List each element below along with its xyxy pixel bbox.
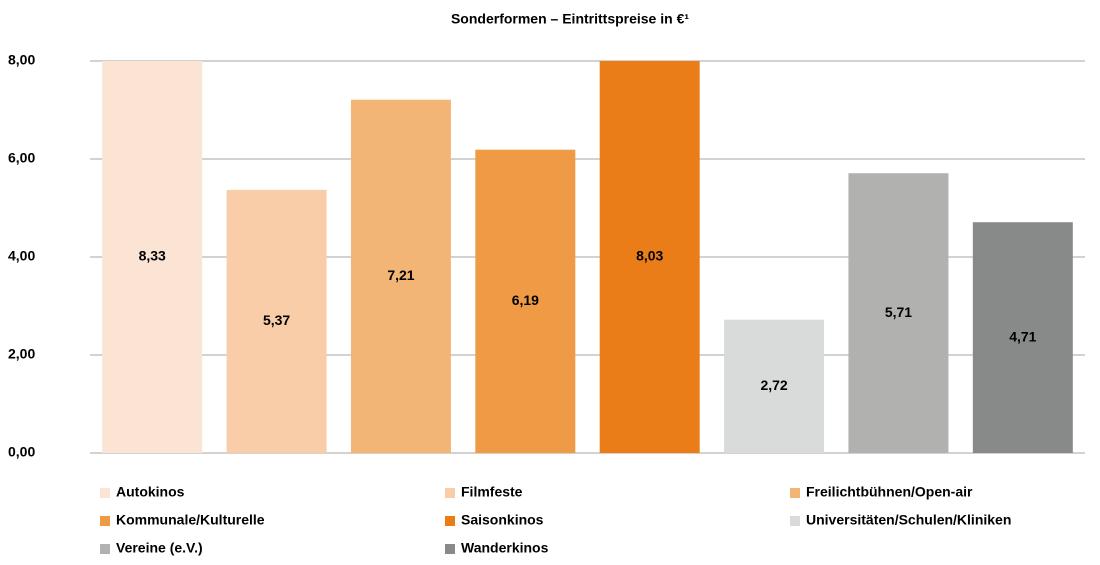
- data-label: 4,71: [1009, 328, 1036, 344]
- legend-swatch: [790, 488, 800, 498]
- legend-swatch: [100, 488, 110, 498]
- legend-swatch: [445, 516, 455, 526]
- bar: [724, 319, 825, 453]
- bar: [102, 61, 203, 453]
- legend-label: Autokinos: [116, 484, 185, 500]
- chart-title: Sonderformen – Eintrittspreise in €¹: [451, 11, 689, 27]
- legend-label: Wanderkinos: [461, 540, 549, 556]
- y-tick-label: 8,00: [8, 52, 35, 68]
- data-label: 7,21: [387, 267, 414, 283]
- data-label: 8,03: [636, 248, 663, 264]
- bars: [102, 61, 1073, 453]
- bar: [226, 189, 327, 453]
- legend-label: Vereine (e.V.): [116, 540, 203, 556]
- legend-label: Universitäten/Schulen/Kliniken: [806, 512, 1011, 528]
- bar: [848, 173, 949, 453]
- y-tick-label: 0,00: [8, 444, 35, 460]
- data-label: 8,33: [139, 248, 166, 264]
- bar: [599, 61, 700, 453]
- legend-swatch: [100, 516, 110, 526]
- data-label: 6,19: [512, 292, 539, 308]
- legend-swatch: [100, 544, 110, 554]
- data-label: 5,37: [263, 312, 290, 328]
- legend-label: Filmfeste: [461, 484, 523, 500]
- y-tick-label: 2,00: [8, 346, 35, 362]
- bar: [475, 149, 576, 453]
- y-tick-label: 4,00: [8, 248, 35, 264]
- legend-swatch: [790, 516, 800, 526]
- bar: [350, 99, 451, 453]
- legend-label: Kommunale/Kulturelle: [116, 512, 265, 528]
- labels: 0,00 2,00 4,00 6,00 8,00 8,33 5,37 7,21 6,19 8,03…: [8, 52, 1037, 460]
- legend-swatch: [445, 488, 455, 498]
- legend-swatch: [445, 544, 455, 554]
- y-tick-label: 6,00: [8, 150, 35, 166]
- legend-label: Saisonkinos: [461, 512, 544, 528]
- data-label: 2,72: [760, 377, 787, 393]
- data-label: 5,71: [885, 304, 912, 320]
- legend-label: Freilichtbühnen/Open-air: [806, 484, 973, 500]
- bar: [972, 222, 1073, 453]
